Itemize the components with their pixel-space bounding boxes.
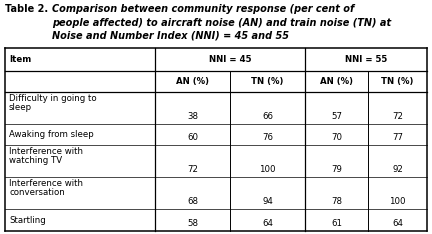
- Text: watching TV: watching TV: [9, 156, 62, 165]
- Text: 64: 64: [262, 219, 273, 228]
- Text: 64: 64: [392, 219, 403, 228]
- Text: Awaking from sleep: Awaking from sleep: [9, 130, 94, 139]
- Text: NNI = 55: NNI = 55: [345, 55, 387, 64]
- Text: 57: 57: [331, 112, 342, 121]
- Text: Item: Item: [9, 55, 31, 64]
- Text: 38: 38: [187, 112, 198, 121]
- Text: 61: 61: [331, 219, 342, 228]
- Text: Noise and Number Index (NNI) = 45 and 55: Noise and Number Index (NNI) = 45 and 55: [52, 31, 289, 41]
- Text: Comparison between community response (per cent of: Comparison between community response (p…: [52, 4, 354, 14]
- Text: 76: 76: [262, 133, 273, 142]
- Text: Interference with: Interference with: [9, 147, 83, 156]
- Text: people affected) to aircraft noise (AN) and train noise (TN) at: people affected) to aircraft noise (AN) …: [52, 18, 391, 28]
- Text: 72: 72: [187, 165, 198, 174]
- Text: 68: 68: [187, 197, 198, 206]
- Text: 100: 100: [389, 197, 406, 206]
- Text: 66: 66: [262, 112, 273, 121]
- Text: Interference with: Interference with: [9, 179, 83, 188]
- Text: 79: 79: [331, 165, 342, 174]
- Text: TN (%): TN (%): [251, 77, 284, 86]
- Text: 77: 77: [392, 133, 403, 142]
- Text: NNI = 45: NNI = 45: [209, 55, 251, 64]
- Text: AN (%): AN (%): [176, 77, 209, 86]
- Text: Difficulty in going to: Difficulty in going to: [9, 94, 97, 102]
- Text: TN (%): TN (%): [381, 77, 414, 86]
- Text: 58: 58: [187, 219, 198, 228]
- Text: Startling: Startling: [9, 216, 46, 225]
- Text: Table 2.: Table 2.: [5, 4, 48, 14]
- Text: sleep: sleep: [9, 102, 32, 112]
- Text: 72: 72: [392, 112, 403, 121]
- Text: 94: 94: [262, 197, 273, 206]
- Text: 60: 60: [187, 133, 198, 142]
- Text: 70: 70: [331, 133, 342, 142]
- Text: conversation: conversation: [9, 188, 65, 197]
- Text: 100: 100: [259, 165, 276, 174]
- Text: 78: 78: [331, 197, 342, 206]
- Text: AN (%): AN (%): [320, 77, 353, 86]
- Text: 92: 92: [392, 165, 403, 174]
